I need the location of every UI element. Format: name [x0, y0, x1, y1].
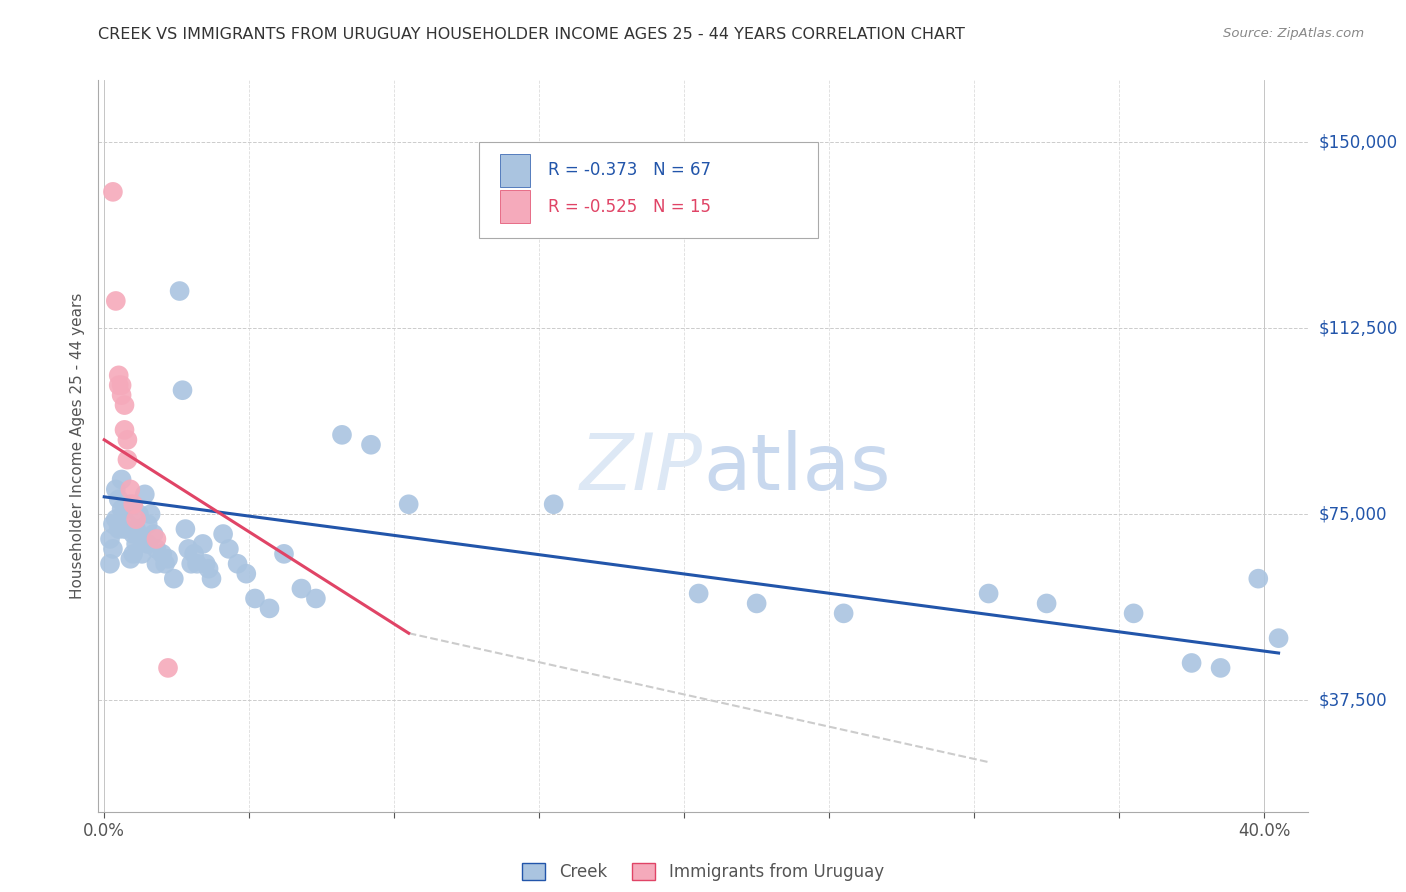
- Point: [194, 557, 217, 571]
- Point: [122, 527, 145, 541]
- Point: [136, 537, 159, 551]
- Point: [1209, 661, 1232, 675]
- Point: [977, 586, 1000, 600]
- Point: [114, 522, 136, 536]
- Point: [131, 547, 153, 561]
- Point: [114, 398, 136, 412]
- Point: [200, 572, 222, 586]
- Point: [1247, 572, 1270, 586]
- Point: [212, 527, 235, 541]
- Point: [101, 517, 124, 532]
- Point: [117, 452, 139, 467]
- Point: [360, 438, 382, 452]
- Point: [104, 293, 127, 308]
- Point: [1267, 631, 1289, 645]
- Point: [145, 541, 167, 556]
- Point: [125, 512, 148, 526]
- Point: [163, 572, 186, 586]
- Point: [107, 368, 129, 383]
- Point: [183, 547, 205, 561]
- Point: [107, 522, 129, 536]
- Point: [107, 378, 129, 392]
- Point: [1181, 656, 1204, 670]
- Text: $37,500: $37,500: [1319, 691, 1388, 709]
- Text: R = -0.373   N = 67: R = -0.373 N = 67: [548, 161, 711, 179]
- Point: [177, 541, 200, 556]
- Point: [120, 551, 142, 566]
- Point: [110, 388, 132, 402]
- Point: [107, 492, 129, 507]
- FancyBboxPatch shape: [501, 153, 530, 186]
- Point: [120, 497, 142, 511]
- Y-axis label: Householder Income Ages 25 - 44 years: Householder Income Ages 25 - 44 years: [70, 293, 86, 599]
- Point: [117, 433, 139, 447]
- Point: [218, 541, 240, 556]
- Point: [273, 547, 295, 561]
- Point: [110, 473, 132, 487]
- Point: [186, 557, 208, 571]
- Point: [101, 541, 124, 556]
- Point: [98, 532, 121, 546]
- Text: Source: ZipAtlas.com: Source: ZipAtlas.com: [1223, 27, 1364, 40]
- Point: [125, 522, 148, 536]
- Point: [1035, 597, 1057, 611]
- Point: [191, 537, 214, 551]
- Point: [117, 517, 139, 532]
- Point: [139, 507, 162, 521]
- FancyBboxPatch shape: [501, 190, 530, 223]
- Point: [114, 502, 136, 516]
- Point: [110, 378, 132, 392]
- Point: [101, 185, 124, 199]
- Point: [174, 522, 197, 536]
- Text: ZIP: ZIP: [581, 430, 703, 506]
- Point: [122, 547, 145, 561]
- Point: [110, 502, 132, 516]
- Point: [142, 527, 165, 541]
- Point: [180, 557, 202, 571]
- Point: [235, 566, 257, 581]
- Point: [398, 497, 420, 511]
- Point: [104, 483, 127, 497]
- Point: [145, 532, 167, 546]
- Legend: Creek, Immigrants from Uruguay: Creek, Immigrants from Uruguay: [516, 856, 890, 888]
- Point: [290, 582, 312, 596]
- FancyBboxPatch shape: [479, 143, 818, 237]
- Point: [136, 517, 159, 532]
- Point: [153, 557, 176, 571]
- Text: atlas: atlas: [703, 430, 890, 506]
- Point: [131, 532, 153, 546]
- Point: [330, 427, 353, 442]
- Point: [197, 562, 219, 576]
- Point: [745, 597, 768, 611]
- Point: [104, 512, 127, 526]
- Point: [114, 423, 136, 437]
- Point: [243, 591, 266, 606]
- Point: [688, 586, 710, 600]
- Point: [832, 607, 855, 621]
- Point: [543, 497, 565, 511]
- Text: R = -0.525   N = 15: R = -0.525 N = 15: [548, 198, 711, 216]
- Point: [169, 284, 191, 298]
- Point: [226, 557, 249, 571]
- Point: [259, 601, 281, 615]
- Point: [134, 487, 156, 501]
- Point: [172, 383, 194, 397]
- Point: [156, 551, 179, 566]
- Point: [145, 557, 167, 571]
- Text: $112,500: $112,500: [1319, 319, 1398, 337]
- Point: [128, 507, 150, 521]
- Point: [125, 537, 148, 551]
- Text: $150,000: $150,000: [1319, 133, 1398, 152]
- Point: [156, 661, 179, 675]
- Point: [122, 497, 145, 511]
- Point: [150, 547, 173, 561]
- Point: [98, 557, 121, 571]
- Text: $75,000: $75,000: [1319, 505, 1388, 524]
- Point: [305, 591, 328, 606]
- Point: [1122, 607, 1144, 621]
- Point: [120, 483, 142, 497]
- Text: CREEK VS IMMIGRANTS FROM URUGUAY HOUSEHOLDER INCOME AGES 25 - 44 YEARS CORRELATI: CREEK VS IMMIGRANTS FROM URUGUAY HOUSEHO…: [98, 27, 966, 42]
